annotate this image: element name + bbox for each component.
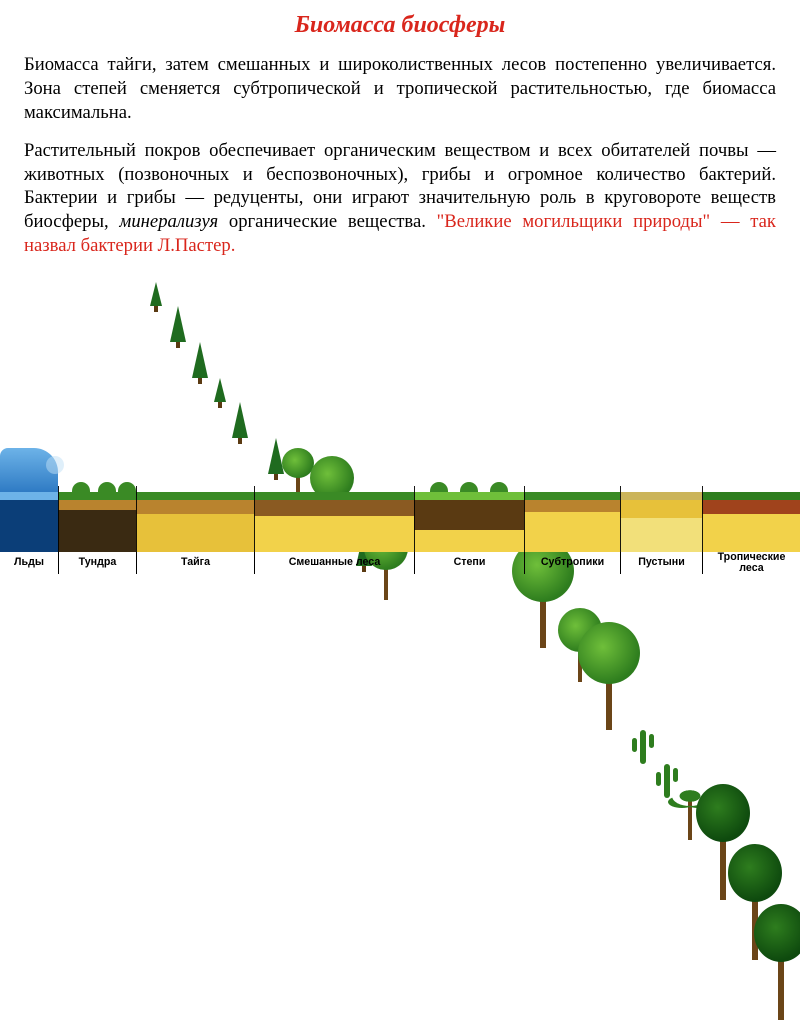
soil-strip-mixed [254,492,414,552]
deciduous-tree [540,600,546,648]
cactus [640,730,646,764]
soil-strip-subtrop [524,492,620,552]
zone-divider [136,486,137,552]
conifer-tree [214,378,226,402]
zone-divider [254,486,255,552]
shrub [430,482,448,492]
soil-strip-taiga [136,492,254,552]
soil-strip-desert [620,492,702,552]
conifer-tree [192,342,208,378]
conifer-tree [232,402,248,438]
zone-label-subtrop: Субтропики [524,552,620,574]
soil-strip-steppe [414,492,524,552]
soil-strip-tundra [58,492,136,552]
shrub [460,482,478,492]
zone-divider [620,486,621,552]
zone-label-taiga: Тайга [136,552,254,574]
zone-label-desert: Пустыни [620,552,702,574]
shrub [98,482,116,492]
zone-divider [58,486,59,552]
zone-label-ice: Льды [0,552,58,574]
text-run: Биомасса тайги, затем смешанных и широко… [24,54,776,123]
tropical-tree [720,840,726,900]
body-paragraph-1: Биомасса тайги, затем смешанных и широко… [24,53,776,125]
shrub [118,482,136,492]
text-run: минерализуя [119,211,218,232]
shrub [490,482,508,492]
zone-label-mixed: Смешанные леса [254,552,414,574]
zone-divider [524,486,525,552]
soil-strip-ice [0,492,58,552]
tropical-tree [778,960,784,1020]
zone-label-tundra: Тундра [58,552,136,574]
zone-divider [414,486,415,552]
shrub [72,482,90,492]
conifer-tree [268,438,284,474]
cactus [664,764,670,798]
text-run: органические вещества. [218,211,437,232]
conifer-tree [170,306,186,342]
zone-divider [702,486,703,552]
zone-labels: ЛьдыТундраТайгаСмешанные лесаСтепиСубтро… [0,552,800,574]
zone-label-steppe: Степи [414,552,524,574]
deciduous-tree [606,682,612,730]
palm-tree [688,798,692,840]
page-title: Биомасса биосферы [24,12,776,39]
zone-label-tropic: Тропические леса [702,552,800,574]
soil-strip-tropic [702,492,800,552]
body-paragraph-2: Растительный покров обеспечивает органич… [24,139,776,258]
biomass-diagram: ЛьдыТундраТайгаСмешанные лесаСтепиСубтро… [0,366,800,576]
conifer-tree [150,282,162,306]
soil-profile [0,492,800,552]
